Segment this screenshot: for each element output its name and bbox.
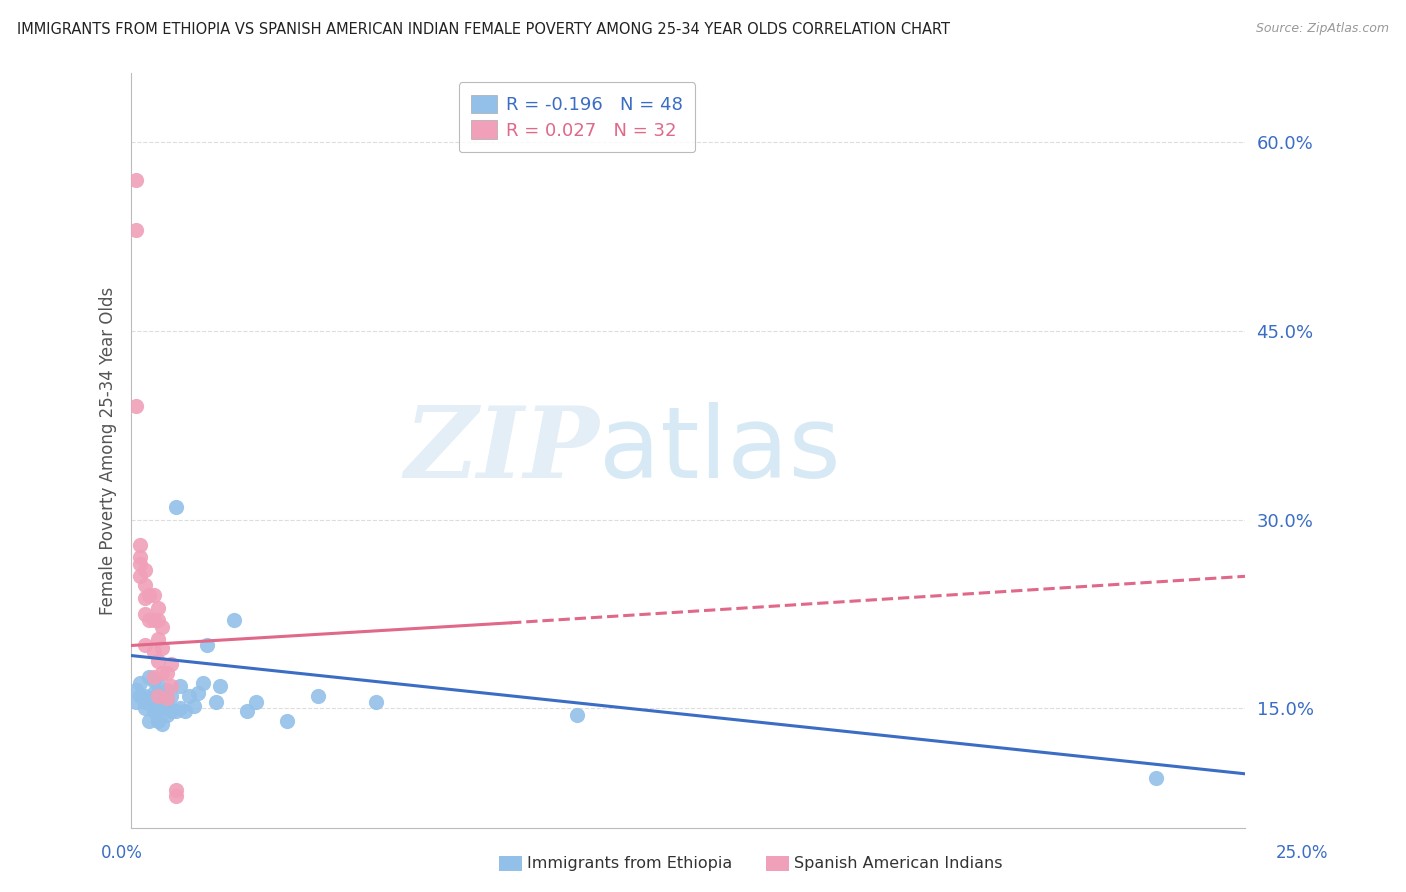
Point bbox=[156, 695, 179, 709]
Point bbox=[146, 613, 169, 627]
Point bbox=[129, 569, 152, 583]
Point bbox=[179, 689, 201, 703]
Point bbox=[1144, 771, 1167, 785]
Text: Spanish American Indians: Spanish American Indians bbox=[794, 856, 1002, 871]
Text: IMMIGRANTS FROM ETHIOPIA VS SPANISH AMERICAN INDIAN FEMALE POVERTY AMONG 25-34 Y: IMMIGRANTS FROM ETHIOPIA VS SPANISH AMER… bbox=[17, 22, 950, 37]
Point bbox=[160, 704, 183, 718]
Point bbox=[169, 701, 191, 715]
Point bbox=[366, 695, 388, 709]
Point bbox=[125, 682, 148, 697]
Point bbox=[209, 679, 232, 693]
Point bbox=[187, 686, 209, 700]
Text: 0.0%: 0.0% bbox=[101, 844, 143, 862]
Point bbox=[142, 673, 165, 688]
Point bbox=[134, 591, 156, 605]
Point bbox=[138, 695, 160, 709]
Point bbox=[129, 689, 152, 703]
Point bbox=[134, 639, 156, 653]
Point bbox=[191, 676, 214, 690]
Point bbox=[134, 563, 156, 577]
Point bbox=[165, 783, 187, 797]
Point bbox=[142, 704, 165, 718]
Point bbox=[134, 695, 156, 709]
Point bbox=[245, 695, 267, 709]
Point bbox=[129, 557, 152, 571]
Point bbox=[138, 588, 160, 602]
Point bbox=[169, 679, 191, 693]
Point bbox=[152, 640, 174, 655]
Point bbox=[152, 716, 174, 731]
Point bbox=[134, 607, 156, 621]
Point bbox=[146, 632, 169, 647]
Point bbox=[134, 689, 156, 703]
Point bbox=[142, 613, 165, 627]
Point bbox=[142, 645, 165, 659]
Point bbox=[146, 676, 169, 690]
Point bbox=[160, 689, 183, 703]
Text: 25.0%: 25.0% bbox=[1277, 844, 1329, 862]
Point bbox=[129, 550, 152, 565]
Text: atlas: atlas bbox=[599, 402, 841, 499]
Point bbox=[125, 173, 148, 187]
Point bbox=[307, 689, 329, 703]
Point bbox=[156, 682, 179, 697]
Point bbox=[138, 691, 160, 706]
Point bbox=[138, 670, 160, 684]
Point bbox=[142, 686, 165, 700]
Point bbox=[125, 223, 148, 237]
Point bbox=[129, 676, 152, 690]
Point bbox=[138, 613, 160, 627]
Point bbox=[146, 600, 169, 615]
Point bbox=[129, 538, 152, 552]
Point bbox=[236, 704, 259, 718]
Point bbox=[142, 670, 165, 684]
Point bbox=[134, 701, 156, 715]
Legend: R = -0.196   N = 48, R = 0.027   N = 32: R = -0.196 N = 48, R = 0.027 N = 32 bbox=[458, 82, 695, 153]
Point bbox=[156, 707, 179, 722]
Y-axis label: Female Poverty Among 25-34 Year Olds: Female Poverty Among 25-34 Year Olds bbox=[100, 286, 117, 615]
Point bbox=[276, 714, 298, 728]
Text: Immigrants from Ethiopia: Immigrants from Ethiopia bbox=[527, 856, 733, 871]
Point bbox=[222, 613, 245, 627]
Point bbox=[152, 698, 174, 713]
Point bbox=[565, 707, 588, 722]
Point bbox=[146, 704, 169, 718]
Point bbox=[160, 657, 183, 672]
Point bbox=[160, 679, 183, 693]
Point bbox=[183, 698, 205, 713]
Point bbox=[146, 695, 169, 709]
Point bbox=[125, 695, 148, 709]
Point bbox=[165, 704, 187, 718]
Point bbox=[156, 666, 179, 681]
Point bbox=[146, 686, 169, 700]
Point bbox=[165, 500, 187, 514]
Point bbox=[146, 654, 169, 668]
Point bbox=[134, 578, 156, 592]
Point bbox=[152, 666, 174, 681]
Text: Source: ZipAtlas.com: Source: ZipAtlas.com bbox=[1256, 22, 1389, 36]
Point bbox=[138, 714, 160, 728]
Point bbox=[142, 588, 165, 602]
Point bbox=[142, 695, 165, 709]
Point bbox=[173, 704, 195, 718]
Point bbox=[152, 686, 174, 700]
Point bbox=[125, 400, 148, 414]
Point bbox=[165, 789, 187, 804]
Point bbox=[195, 639, 218, 653]
Point bbox=[205, 695, 228, 709]
Point bbox=[146, 689, 169, 703]
Point bbox=[146, 714, 169, 728]
Point bbox=[152, 619, 174, 633]
Text: ZIP: ZIP bbox=[404, 402, 599, 499]
Point bbox=[156, 691, 179, 706]
